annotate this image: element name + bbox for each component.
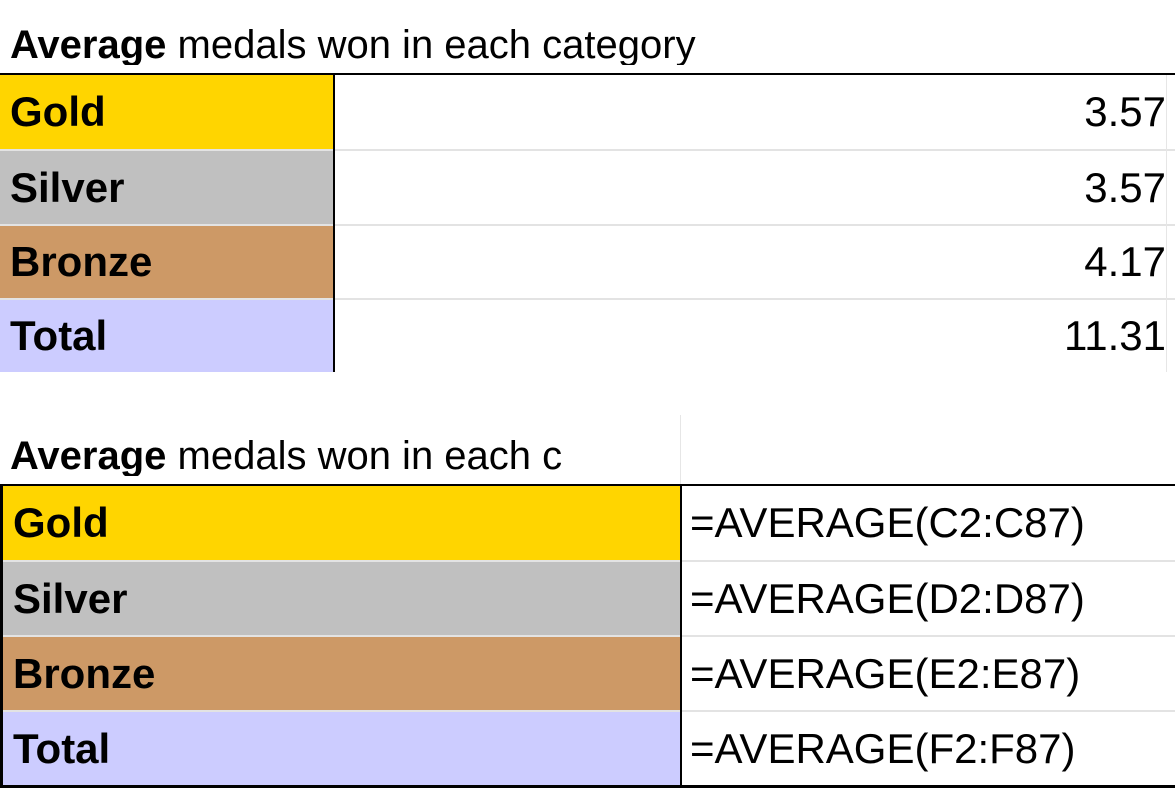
gold-label-cell[interactable]: Gold: [0, 75, 333, 149]
title-rest: medals won in each c: [166, 436, 563, 476]
table-row: Silver 3.57: [0, 151, 1175, 224]
row-divider: [0, 635, 1175, 637]
gold-formula-cell[interactable]: =AVERAGE(C2:C87): [690, 499, 1085, 546]
row-divider: [0, 298, 1175, 300]
values-sheet: Average medals won in each category Gold…: [0, 0, 1175, 372]
row-divider: [0, 224, 1175, 226]
silver-formula-cell[interactable]: =AVERAGE(D2:D87): [690, 574, 1085, 622]
table-row: Silver =AVERAGE(D2:D87): [0, 562, 1175, 635]
total-value-cell[interactable]: 11.31: [1064, 312, 1166, 359]
total-label-cell[interactable]: Total: [0, 300, 333, 372]
table-row: Total 11.31: [0, 300, 1175, 372]
formulas-sheet: Average medals won in each c Gold =AVERA…: [0, 415, 1175, 788]
row-divider: [0, 149, 1175, 151]
bronze-label-cell[interactable]: Bronze: [0, 226, 333, 298]
column-border: [333, 75, 335, 372]
table-row: Gold =AVERAGE(C2:C87): [0, 486, 1175, 560]
row-divider: [0, 710, 1175, 712]
column-gridline: [1166, 75, 1167, 372]
header-border: [0, 73, 1175, 75]
table-row: Gold 3.57: [0, 75, 1175, 149]
silver-value-cell[interactable]: 3.57: [1084, 163, 1166, 211]
total-formula-cell[interactable]: =AVERAGE(F2:F87): [690, 724, 1076, 772]
silver-label-cell[interactable]: Silver: [0, 151, 333, 224]
sheet-title[interactable]: Average medals won in each category: [10, 25, 1170, 65]
table-row: Total =AVERAGE(F2:F87): [0, 712, 1175, 785]
header-border: [0, 484, 1175, 486]
row-divider: [0, 560, 1175, 562]
title-bold: Average: [10, 436, 167, 476]
column-border: [680, 486, 682, 788]
table-row: Bronze =AVERAGE(E2:E87): [0, 637, 1175, 710]
bronze-label-cell[interactable]: Bronze: [3, 637, 680, 710]
bronze-value-cell[interactable]: 4.17: [1084, 238, 1166, 285]
table-row: Bronze 4.17: [0, 226, 1175, 298]
bottom-border: [0, 785, 1175, 788]
total-label-cell[interactable]: Total: [3, 712, 680, 785]
left-border: [0, 484, 3, 788]
gold-label-cell[interactable]: Gold: [3, 486, 680, 560]
title-rest: medals won in each category: [166, 25, 696, 65]
silver-label-cell[interactable]: Silver: [3, 562, 680, 635]
column-gridline: [680, 415, 681, 485]
gold-value-cell[interactable]: 3.57: [1084, 88, 1166, 135]
bronze-formula-cell[interactable]: =AVERAGE(E2:E87): [690, 649, 1081, 697]
sheet-title[interactable]: Average medals won in each c: [10, 436, 680, 476]
title-bold: Average: [10, 25, 167, 65]
